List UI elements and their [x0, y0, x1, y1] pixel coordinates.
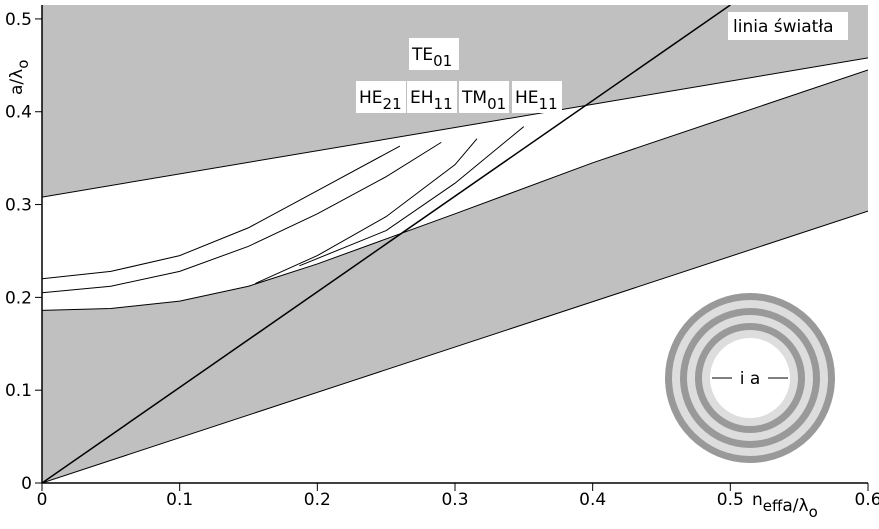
- band-fill: [42, 69, 868, 483]
- text-part: a/λ: [782, 496, 808, 516]
- text-part: TM: [461, 88, 487, 108]
- x-tick-label: 0.4: [579, 490, 606, 510]
- subscript: o: [809, 503, 818, 521]
- text-part: EH: [410, 88, 434, 108]
- inset-label: i a: [740, 369, 761, 389]
- y-tick-label: 0.2: [5, 288, 32, 308]
- mode-label: TM01: [461, 88, 506, 113]
- label-box: [409, 38, 459, 70]
- x-tick-label: 0: [37, 490, 48, 510]
- subscript: o: [14, 60, 32, 69]
- label-box: [407, 81, 457, 113]
- label-box: [356, 81, 406, 113]
- text-part: a/λ: [7, 69, 27, 95]
- text-part: HE: [359, 88, 383, 108]
- x-tick-label: 0.5: [717, 490, 744, 510]
- x-tick-label: 0.2: [304, 490, 331, 510]
- mode-curve: [42, 141, 442, 294]
- label-box: [512, 81, 562, 113]
- light-line: [42, 5, 731, 483]
- band-edge: [42, 69, 868, 311]
- mode-label: EH11: [410, 88, 453, 113]
- mode-label: TE01: [411, 45, 452, 70]
- y-tick-label: 0.5: [5, 10, 32, 30]
- band-edge: [42, 57, 868, 198]
- label-box: [459, 81, 509, 113]
- y-tick-label: 0: [21, 474, 32, 494]
- text-part: HE: [515, 88, 539, 108]
- x-axis-label: neffa/λo: [752, 490, 818, 521]
- x-tick-label: 0.6: [854, 490, 879, 510]
- subscript: eff: [763, 497, 783, 515]
- band-edge: [42, 210, 868, 483]
- subscript: 01: [433, 52, 452, 70]
- mode-curve: [255, 138, 478, 284]
- text-part: n: [752, 490, 763, 510]
- x-tick-label: 0.1: [166, 490, 193, 510]
- label-box: [728, 12, 848, 40]
- light-line-label: linia światła: [733, 17, 834, 37]
- text-part: TE: [411, 45, 433, 65]
- subscript: 11: [434, 95, 453, 113]
- subscript: 21: [383, 95, 402, 113]
- y-tick-label: 0.3: [5, 196, 32, 216]
- y-tick-label: 0.1: [5, 381, 32, 401]
- y-tick-label: 0.4: [5, 103, 32, 123]
- mode-label: HE11: [515, 88, 558, 113]
- subscript: 01: [487, 95, 506, 113]
- mode-curve: [299, 126, 525, 267]
- x-tick-label: 0.3: [441, 490, 468, 510]
- inset-icon: i a: [665, 293, 835, 463]
- mode-label: HE21: [359, 88, 402, 113]
- subscript: 11: [539, 95, 558, 113]
- mode-curve: [42, 145, 401, 280]
- y-axis-label: a/λo: [7, 60, 32, 95]
